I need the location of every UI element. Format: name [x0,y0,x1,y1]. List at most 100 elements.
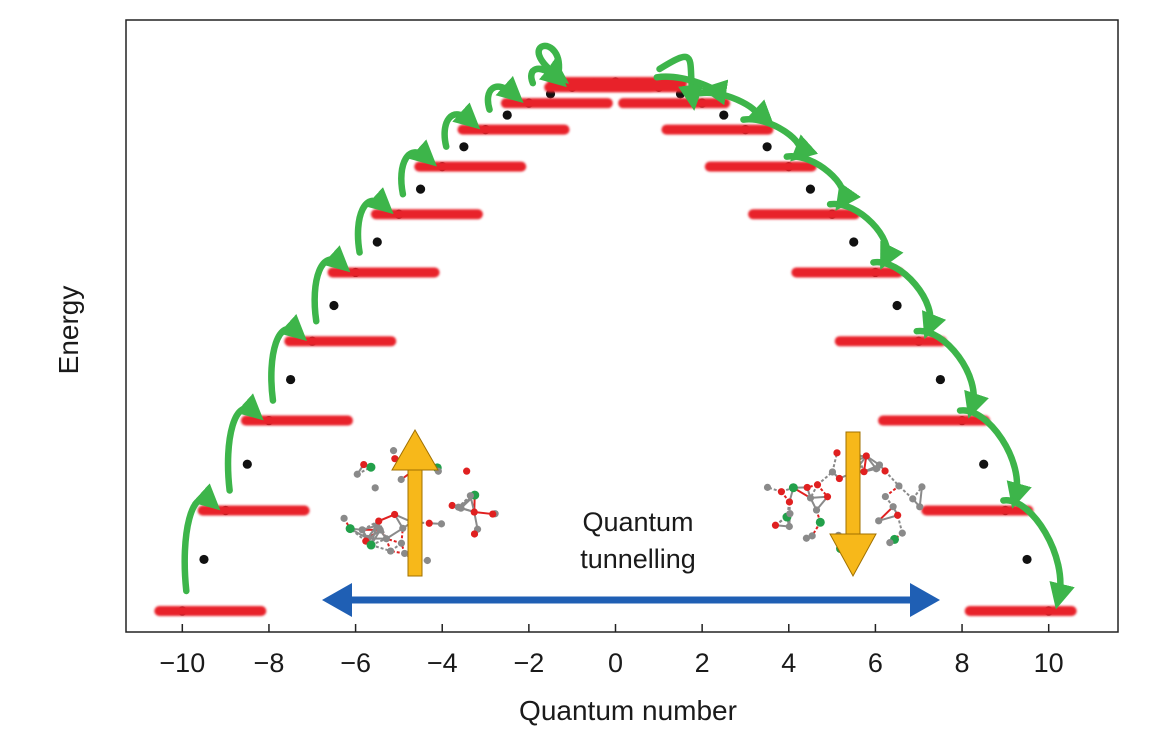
molecule-atom [881,492,889,501]
molecule-atom [862,452,870,460]
molecule-atom [785,498,794,506]
transition-arrow [535,42,570,84]
molecule-atom [399,524,407,532]
molecule-atom [358,526,366,534]
energy-level-bar [618,98,731,109]
energy-level-bar [240,415,353,426]
transition-arrow [913,327,989,419]
molecule-atom [425,519,433,527]
molecule-atom [872,465,880,473]
energy-level-bar [457,124,570,135]
x-tick-label: −10 [159,648,205,678]
molecule-atom [894,511,902,519]
parabola-dot [286,374,296,385]
energy-level-bar [327,267,440,278]
tunnelling-label-line1: Quantum [582,507,693,537]
molecule-atom [466,492,475,500]
spin-up-arrow-icon [391,428,439,577]
molecule-atom [788,483,798,493]
molecule-atom [898,529,906,537]
parabola-dot [329,300,339,311]
parabola-dot [242,459,252,469]
tunnelling-label-line2: tunnelling [580,544,696,574]
x-tick-label: −4 [427,648,458,678]
energy-level-bar [574,82,687,93]
molecule-atom [366,540,376,550]
x-tick-label: 8 [955,648,970,678]
transition-arrow [484,75,524,113]
transition-arrow [740,116,819,162]
molecule-atom [463,467,471,475]
x-tick-label: 6 [868,648,883,678]
molecule-atom [808,532,816,540]
molecule-atom [889,503,897,511]
transition-arrow [268,313,307,404]
molecule-atom [895,482,903,490]
transition-arrow [1000,497,1075,610]
molecule-atom [777,488,786,496]
transition-arrow [783,153,861,211]
molecule-atom [360,460,368,469]
parabola-dot [935,374,945,385]
energy-level-bar [500,98,613,109]
molecule-atom [366,462,376,472]
plot-frame [125,19,1119,633]
transition-arrow [398,139,437,198]
parabola-dot [849,237,859,247]
energy-level-bar [704,161,817,172]
x-axis-ticks: −10 −8 −6 −4 −2 0 2 4 6 8 10 [159,624,1064,678]
molecule-atom [763,483,772,491]
energy-level-bar [878,415,991,426]
molecule-atom [860,468,868,476]
transition-arrow [956,407,1032,509]
molecule-atom [397,539,406,547]
molecule-atom [448,501,456,510]
energy-levels [154,77,1077,616]
transition-arrow [311,245,351,325]
molecule-atom [470,530,479,538]
molecule-atom [391,455,399,463]
tunnelling-double-arrow-icon [322,583,940,617]
parabola-dot [1022,554,1032,565]
parabola-dot [979,459,989,469]
molecule-atom [340,514,348,522]
molecule-atom [806,494,815,502]
y-axis-label: Energy [53,286,84,375]
molecule-atom [457,504,465,512]
molecule-atom [802,534,811,542]
molecule-atom [909,495,917,503]
molecule-atom [875,517,883,525]
energy-level-bar [791,267,904,278]
x-tick-label: −2 [513,648,544,678]
spin-down-arrow-icon [829,431,877,578]
molecule-atom [382,535,390,543]
molecule-atom [391,510,399,519]
transition-arrow [696,89,774,124]
x-tick-label: 10 [1034,648,1064,678]
x-tick-label: 0 [608,648,623,678]
parabola-dot [719,110,729,120]
molecule-atom [785,522,793,531]
molecule-atom [397,475,405,484]
molecule-atom [489,510,497,518]
molecule-atom [823,493,832,501]
molecule-atom [803,483,811,492]
molecule-atom [353,470,361,478]
parabola-dot [892,300,902,311]
thermal-transition-arrows [181,42,1075,610]
molecule-atom [828,468,837,476]
parabola-dot [502,110,512,120]
x-tick-label: 4 [781,648,796,678]
molecule-atom [916,503,924,511]
molecule-atom [813,481,822,489]
molecule-atom [423,556,431,565]
energy-level-bar [414,161,527,172]
transition-arrow [181,483,221,595]
molecule-atom [771,521,780,529]
x-axis-label: Quantum number [519,695,737,726]
x-tick-label: −8 [254,648,285,678]
molecule-atom [886,539,894,547]
x-tick-label: −6 [340,648,371,678]
molecule-atom [437,520,446,528]
